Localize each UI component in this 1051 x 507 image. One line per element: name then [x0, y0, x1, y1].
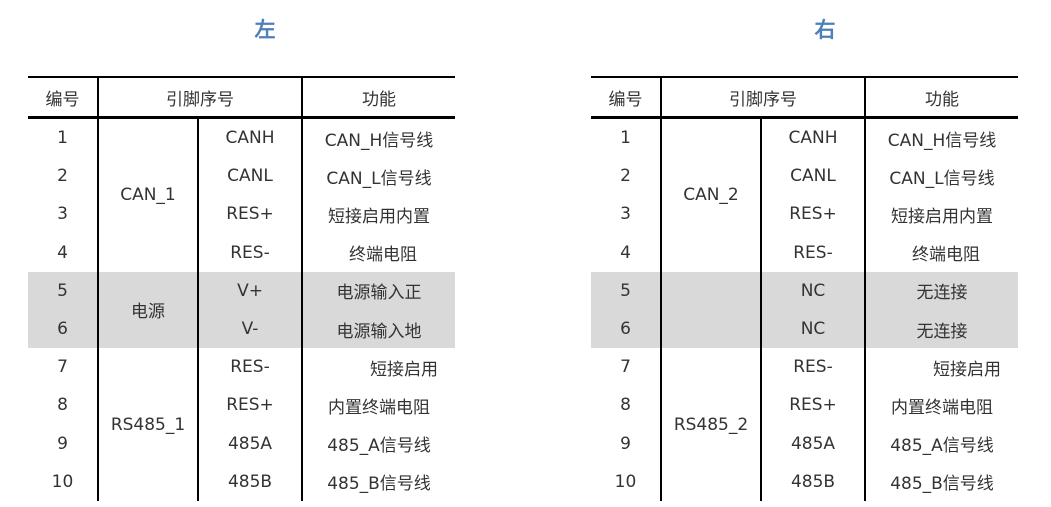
cell-num: 4: [28, 233, 99, 272]
pin-table: 编号 引脚序号 功能 1 CAN_2 CANH CAN_H信号线 2 CANL CAN_L信…: [591, 76, 1018, 501]
table-row: 5 电源 V+ 电源输入正: [28, 271, 455, 349]
table-row: 1 CAN_1 CANH CAN_H信号线: [28, 117, 455, 272]
table-row: 3 RES+ 短接启用内置: [28, 195, 455, 234]
cell-func: 无连接: [865, 271, 1018, 310]
cell-num: 3: [591, 195, 662, 234]
table-row: 5 NC 无连接: [591, 271, 1018, 349]
cell-func: CAN_L信号线: [889, 168, 995, 189]
table-row: 8 RES+ 内置终端电阻: [28, 386, 455, 425]
cell-num: 2: [591, 157, 662, 196]
table-row: 1 CAN_2 CANH CAN_H信号线: [591, 117, 1018, 272]
group-cell: [661, 271, 762, 349]
group-cell: RS485_2: [661, 348, 762, 501]
cell-func: 485_B信号线: [327, 474, 431, 495]
table-row: 2 CANL CAN_L信号线: [591, 157, 1018, 196]
cell-func: 短接启用: [370, 359, 438, 380]
cell-num: 7: [28, 348, 99, 387]
cell-func: 内置终端电阻: [891, 397, 993, 418]
cell-pin: RES-: [761, 348, 866, 387]
cell-num: 1: [591, 117, 662, 158]
table-row: 2 CANL CAN_L信号线: [28, 157, 455, 196]
group-cell: RS485_1: [98, 348, 199, 501]
group-cell: CAN_2: [661, 117, 762, 272]
cell-pin: NC: [761, 271, 866, 310]
cell-num: 1: [28, 117, 99, 158]
cell-func: 485_A信号线: [890, 436, 994, 457]
cell-pin: CANH: [198, 117, 303, 158]
cell-func: 短接启用内置: [891, 206, 993, 227]
cell-pin: RES-: [761, 233, 866, 272]
pin-table: 编号 引脚序号 功能 1 CAN_1 CANH CAN_H信号线 2 CANL CAN_L信…: [28, 76, 455, 501]
cell-num: 10: [591, 462, 662, 501]
cell-pin: 485B: [761, 462, 866, 501]
header-num: 编号: [591, 76, 662, 119]
table-title: 右: [814, 18, 836, 42]
cell-num: 6: [591, 309, 662, 349]
header-pin: 引脚序号: [98, 76, 303, 119]
cell-func: 485_B信号线: [890, 474, 994, 495]
cell-num: 2: [28, 157, 99, 196]
cell-pin: RES+: [761, 386, 866, 425]
header-func: 功能: [302, 76, 455, 119]
cell-pin: NC: [761, 309, 866, 349]
cell-pin: V+: [198, 271, 303, 310]
cell-num: 5: [28, 271, 99, 310]
cell-func: 终端电阻: [912, 245, 980, 266]
table-row: 9 485A 485_A信号线: [591, 424, 1018, 463]
group-cell: 电源: [98, 271, 199, 349]
cell-func: 短接启用: [933, 359, 1001, 380]
cell-pin: CANL: [761, 157, 866, 196]
cell-func: CAN_H信号线: [887, 130, 997, 151]
table-row: 6 V- 电源输入地: [28, 309, 455, 349]
cell-num: 6: [28, 309, 99, 349]
cell-pin: RES+: [198, 195, 303, 234]
cell-pin: CANH: [761, 117, 866, 158]
table-row: 4 RES- 终端电阻: [28, 233, 455, 272]
cell-pin: 485A: [198, 424, 303, 463]
cell-pin: 485B: [198, 462, 303, 501]
table-row: 6 NC 无连接: [591, 309, 1018, 349]
cell-num: 9: [591, 424, 662, 463]
cell-num: 9: [28, 424, 99, 463]
cell-func: CAN_L信号线: [326, 168, 432, 189]
cell-pin: RES-: [198, 348, 303, 387]
group-cell: CAN_1: [98, 117, 199, 272]
cell-num: 3: [28, 195, 99, 234]
table-row: 8 RES+ 内置终端电阻: [591, 386, 1018, 425]
cell-pin: RES-: [198, 233, 303, 272]
cell-num: 8: [591, 386, 662, 425]
table-row: 7 RS485_1 RES- 短接启用: [28, 348, 455, 501]
table-row: 7 RS485_2 RES- 短接启用: [591, 348, 1018, 501]
cell-func: 485_A信号线: [327, 436, 431, 457]
cell-pin: 485A: [761, 424, 866, 463]
table-row: 10 485B 485_B信号线: [591, 462, 1018, 501]
cell-func: CAN_H信号线: [324, 130, 434, 151]
header-num: 编号: [28, 76, 99, 119]
header-func: 功能: [865, 76, 1018, 119]
cell-func: 电源输入地: [302, 309, 455, 349]
cell-num: 5: [591, 271, 662, 310]
table-row: 10 485B 485_B信号线: [28, 462, 455, 501]
cell-num: 10: [28, 462, 99, 501]
cell-num: 8: [28, 386, 99, 425]
header-pin: 引脚序号: [661, 76, 866, 119]
cell-pin: RES+: [198, 386, 303, 425]
cell-num: 7: [591, 348, 662, 387]
cell-pin: V-: [198, 309, 303, 349]
table-title: 左: [254, 18, 276, 42]
cell-func: 终端电阻: [349, 245, 417, 266]
cell-pin: CANL: [198, 157, 303, 196]
cell-func: 电源输入正: [302, 271, 455, 310]
cell-func: 无连接: [865, 309, 1018, 349]
table-row: 4 RES- 终端电阻: [591, 233, 1018, 272]
cell-func: 内置终端电阻: [328, 397, 430, 418]
table-row: 9 485A 485_A信号线: [28, 424, 455, 463]
table-row: 3 RES+ 短接启用内置: [591, 195, 1018, 234]
cell-pin: RES+: [761, 195, 866, 234]
cell-func: 短接启用内置: [328, 206, 430, 227]
cell-num: 4: [591, 233, 662, 272]
